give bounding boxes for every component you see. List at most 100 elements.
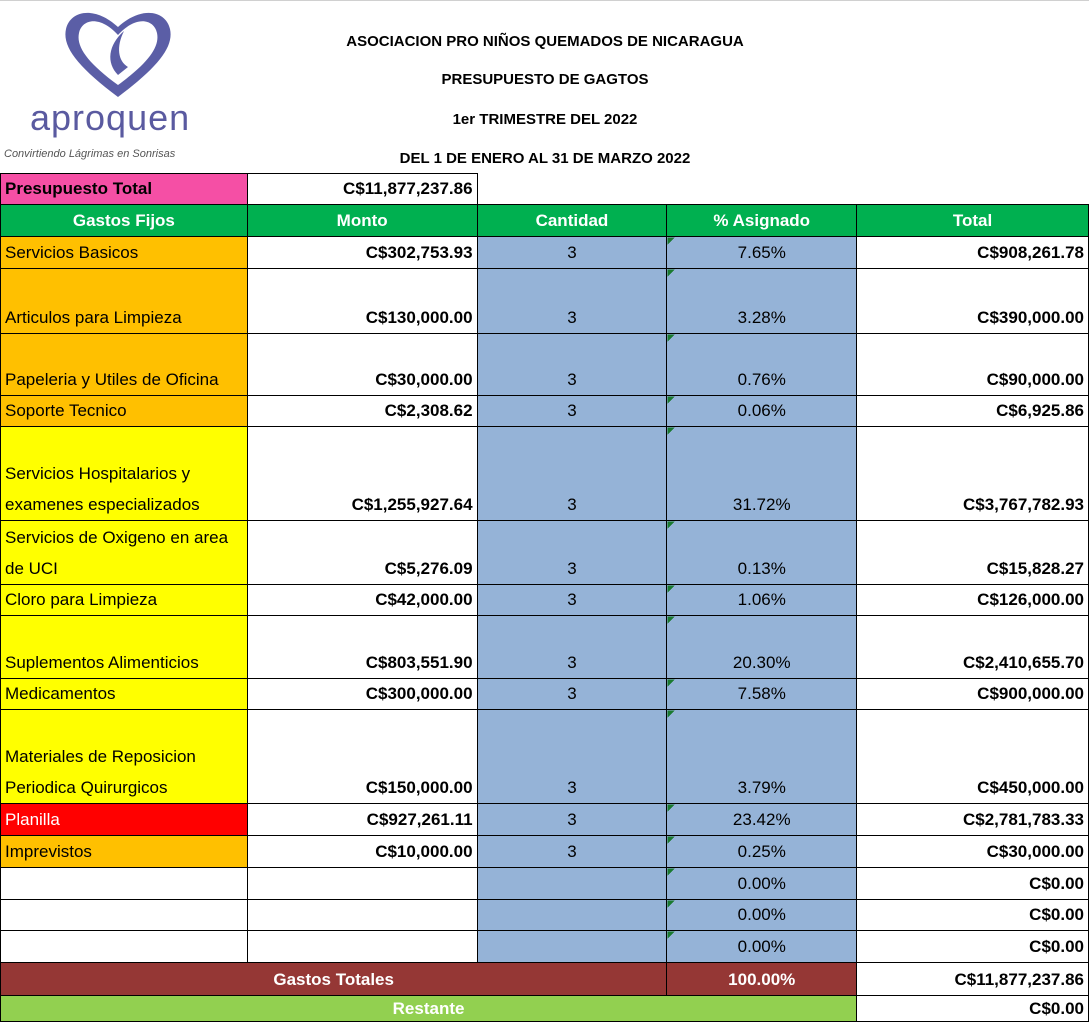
amount: C$300,000.00 bbox=[246, 678, 478, 710]
total: C$0.00 bbox=[856, 899, 1089, 931]
row: Medicamentos C$300,000.00 3 7.58% C$900,000.… bbox=[0, 678, 1089, 710]
amount: C$302,753.93 bbox=[246, 236, 478, 269]
percent: 7.65% bbox=[666, 236, 858, 269]
amount: C$150,000.00 bbox=[246, 709, 478, 804]
logo-heart bbox=[65, 12, 171, 97]
expense-name: Materiales de Reposicion Periodica Quiru… bbox=[0, 709, 248, 804]
amount bbox=[246, 930, 478, 963]
expense-name: Cloro para Limpieza bbox=[0, 584, 248, 616]
total: C$90,000.00 bbox=[856, 333, 1089, 396]
column-header: Cantidad bbox=[476, 204, 668, 237]
row: Soporte Tecnico C$2,308.62 3 0.06% C$6,925.8… bbox=[0, 395, 1089, 427]
expense-name: Papeleria y Utiles de Oficina bbox=[0, 333, 248, 396]
quantity bbox=[476, 899, 668, 931]
row: 0.00% C$0.00 bbox=[0, 899, 1089, 931]
expense-name: Suplementos Alimenticios bbox=[0, 615, 248, 679]
amount: C$5,276.09 bbox=[246, 520, 478, 585]
expense-name bbox=[0, 899, 248, 931]
amount: C$30,000.00 bbox=[246, 333, 478, 396]
row: 0.00% C$0.00 bbox=[0, 867, 1089, 900]
row: Servicios de Oxigeno en area de UCI C$5,2… bbox=[0, 520, 1089, 585]
budget-table: Presupuesto Total C$11,877,237.86 Gastos F… bbox=[0, 173, 1089, 1022]
row: Suplementos Alimenticios C$803,551.90 3 20.… bbox=[0, 615, 1089, 679]
row: Gastos Totales 100.00% C$11,877,237.86 bbox=[0, 962, 1089, 996]
total: C$6,925.86 bbox=[856, 395, 1089, 427]
logo-tagline: Convirtiendo Lágrimas en Sonrisas bbox=[4, 148, 176, 160]
quantity bbox=[476, 930, 668, 963]
amount: C$130,000.00 bbox=[246, 268, 478, 334]
quantity: 3 bbox=[476, 268, 668, 334]
quantity: 3 bbox=[476, 678, 668, 710]
title: 1er TRIMESTRE DEL 2022 bbox=[452, 111, 638, 128]
row: Planilla C$927,261.11 3 23.42% C$2,781,783.3… bbox=[0, 803, 1089, 836]
quantity: 3 bbox=[476, 333, 668, 396]
total: C$908,261.78 bbox=[856, 236, 1089, 269]
total: C$30,000.00 bbox=[856, 835, 1089, 868]
row: Imprevistos C$10,000.00 3 0.25% C$30,000.00 bbox=[0, 835, 1089, 868]
amount bbox=[246, 899, 478, 931]
title: ASOCIACION PRO NIÑOS QUEMADOS DE NICARAG… bbox=[346, 33, 744, 50]
title: DEL 1 DE ENERO AL 31 DE MARZO 2022 bbox=[399, 150, 691, 167]
expense-name: Servicios Hospitalarios y examenes espec… bbox=[0, 426, 248, 521]
quantity bbox=[476, 867, 668, 900]
amount: C$10,000.00 bbox=[246, 835, 478, 868]
quantity: 3 bbox=[476, 584, 668, 616]
total: C$450,000.00 bbox=[856, 709, 1089, 804]
remaining-value: C$0.00 bbox=[856, 995, 1089, 1022]
totals-percent: 100.00% bbox=[666, 962, 858, 996]
total: C$0.00 bbox=[856, 930, 1089, 963]
amount: C$1,255,927.64 bbox=[246, 426, 478, 521]
row: Servicios Hospitalarios y examenes espec… bbox=[0, 426, 1089, 521]
total: C$2,781,783.33 bbox=[856, 803, 1089, 836]
row: 0.00% C$0.00 bbox=[0, 930, 1089, 963]
budget-value: C$11,877,237.86 bbox=[246, 173, 478, 205]
expense-name: Articulos para Limpieza bbox=[0, 268, 248, 334]
quantity: 3 bbox=[476, 520, 668, 585]
percent: 3.28% bbox=[666, 268, 858, 334]
expense-name: Soporte Tecnico bbox=[0, 395, 248, 427]
percent: 0.00% bbox=[666, 867, 858, 900]
totals-label: Gastos Totales bbox=[0, 962, 668, 996]
blank bbox=[857, 174, 1089, 205]
logo-name: aproquen bbox=[30, 97, 191, 138]
total: C$2,410,655.70 bbox=[856, 615, 1089, 679]
blank bbox=[667, 174, 857, 205]
percent: 20.30% bbox=[666, 615, 858, 679]
remaining-label: Restante bbox=[0, 995, 858, 1022]
amount bbox=[246, 867, 478, 900]
percent: 1.06% bbox=[666, 584, 858, 616]
expense-name: Servicios Basicos bbox=[0, 236, 248, 269]
expense-name bbox=[0, 930, 248, 963]
row: Restante C$0.00 bbox=[0, 995, 1089, 1022]
quantity: 3 bbox=[476, 426, 668, 521]
expense-name: Imprevistos bbox=[0, 835, 248, 868]
column-header: % Asignado bbox=[666, 204, 858, 237]
percent: 7.58% bbox=[666, 678, 858, 710]
percent: 0.25% bbox=[666, 835, 858, 868]
quantity: 3 bbox=[476, 395, 668, 427]
total: C$900,000.00 bbox=[856, 678, 1089, 710]
row: Gastos Fijos Monto Cantidad% Asignado Total bbox=[0, 204, 1089, 237]
title: PRESUPUESTO DE GAGTOS bbox=[441, 71, 649, 88]
sheet-header: aproquen Convirtiendo Lágrimas en Sonris… bbox=[0, 0, 1089, 174]
quantity: 3 bbox=[476, 803, 668, 836]
quantity: 3 bbox=[476, 236, 668, 269]
column-header: Total bbox=[856, 204, 1089, 237]
percent: 31.72% bbox=[666, 426, 858, 521]
percent: 3.79% bbox=[666, 709, 858, 804]
quantity: 3 bbox=[476, 709, 668, 804]
total: C$3,767,782.93 bbox=[856, 426, 1089, 521]
row: Articulos para Limpieza C$130,000.00 3 3.28… bbox=[0, 268, 1089, 334]
blank bbox=[477, 174, 667, 205]
percent: 0.00% bbox=[666, 930, 858, 963]
row: Cloro para Limpieza C$42,000.00 3 1.06% C$12… bbox=[0, 584, 1089, 616]
expense-name: Medicamentos bbox=[0, 678, 248, 710]
amount: C$2,308.62 bbox=[246, 395, 478, 427]
row: Papeleria y Utiles de Oficina C$30,000.00… bbox=[0, 333, 1089, 396]
percent: 0.06% bbox=[666, 395, 858, 427]
quantity: 3 bbox=[476, 615, 668, 679]
column-header: Gastos Fijos bbox=[0, 204, 248, 237]
column-header: Monto bbox=[246, 204, 478, 237]
total: C$0.00 bbox=[856, 867, 1089, 900]
